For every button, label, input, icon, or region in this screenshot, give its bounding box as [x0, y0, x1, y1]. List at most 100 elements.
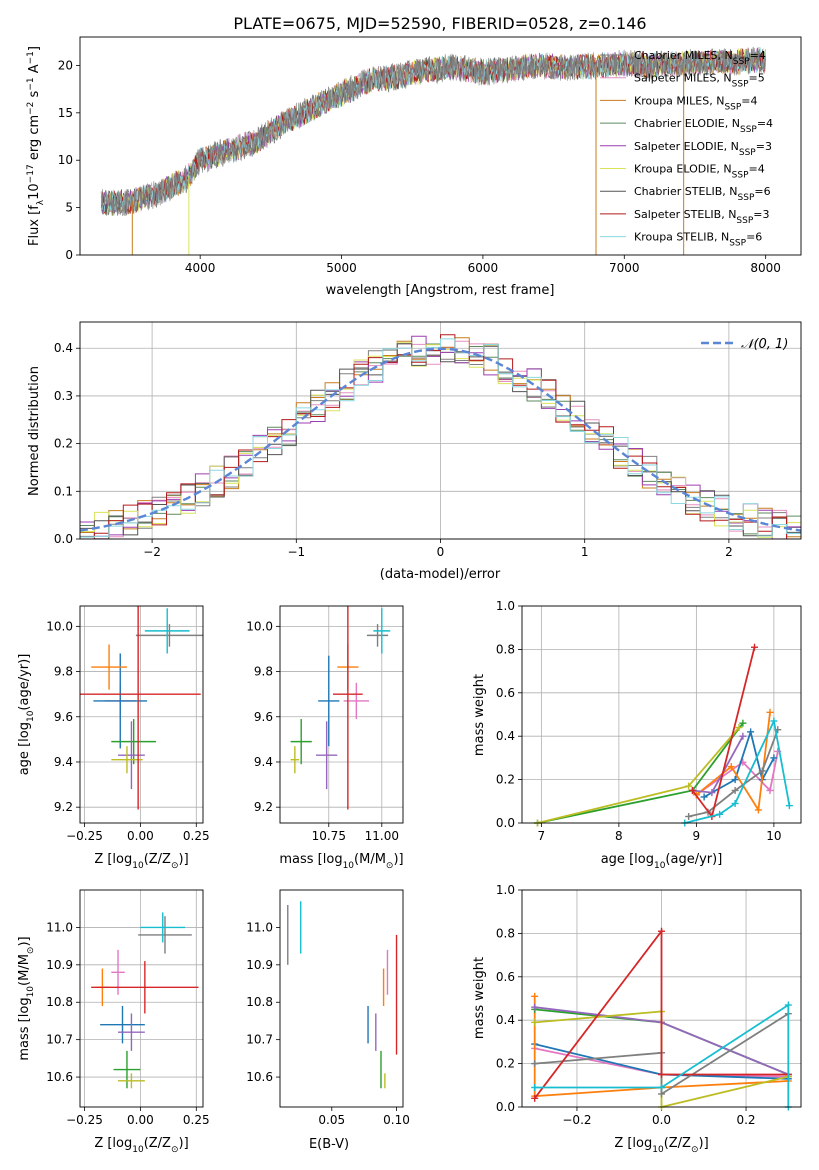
spectrum-xtick-label: 6000 — [468, 261, 499, 275]
wage-marker — [739, 719, 747, 727]
wz-ytick-label: 0.8 — [496, 926, 515, 940]
massebv-ytick-label: 11.0 — [246, 920, 273, 934]
wage-ytick-label: 0.0 — [496, 816, 515, 830]
wz-marker — [658, 927, 665, 935]
spectrum-title: PLATE=0675, MJD=52590, FIBERID=0528, z=0… — [233, 14, 646, 33]
wage-marker — [770, 754, 778, 762]
wage-series-5 — [537, 726, 740, 823]
agemass-ytick-label: 9.2 — [254, 800, 273, 814]
residuals-ytick-label: 0.0 — [54, 532, 73, 546]
wz-ytick-label: 0.2 — [496, 1057, 515, 1071]
residuals-ytick-label: 0.4 — [54, 341, 73, 355]
spectrum-ytick-label: 10 — [58, 153, 73, 167]
mass-vs-ebv-panel: E(B-V) 0.05 0.10 10.6 10.7 10.8 10.9 11.0 — [246, 889, 410, 1152]
wage-marker — [716, 810, 724, 818]
mass-vs-z-panel: −0.25 0.00 0.25 10.6 10.7 10.8 10.9 11.0 Z [log1… — [17, 889, 210, 1155]
agez-xlabel: Z [log10(Z/Z⊙)] — [94, 852, 188, 871]
massebv-xtick-label: 0.10 — [383, 1113, 410, 1127]
weight-vs-z-ylabel: mass weight — [472, 957, 487, 1039]
wage-xtick-label: 7 — [538, 829, 546, 843]
wz-marker — [658, 1083, 665, 1091]
agemass-ytick-label: 9.4 — [254, 755, 273, 769]
wage-marker — [751, 643, 758, 651]
wage-xtick-label: 10 — [766, 829, 781, 843]
wage-marker — [685, 812, 693, 820]
massebv-xtick-label: 0.05 — [318, 1113, 345, 1127]
spectrum-panel: PLATE=0675, MJD=52590, FIBERID=0528, z=0… — [26, 14, 802, 298]
wz-series-7 — [533, 928, 789, 1099]
agemass-xtick-label: 11.00 — [365, 829, 399, 843]
wage-marker — [689, 786, 696, 794]
spectrum-xlabel: wavelength [Angstrom, rest frame] — [326, 283, 555, 298]
wage-marker — [785, 802, 793, 810]
wage-xtick-label: 9 — [693, 829, 701, 843]
gaussian-curve — [80, 347, 801, 532]
agemass-xlabel: mass [log10(M/M⊙)] — [279, 852, 403, 871]
wz-xtick-label: 0.0 — [652, 1113, 671, 1127]
wage-marker — [735, 724, 743, 732]
wage-marker — [731, 786, 739, 794]
spectrum-ytick-label: 0 — [65, 248, 73, 262]
residuals-xtick-label: 0 — [437, 545, 445, 559]
spectrum-frame — [79, 36, 802, 256]
residuals-panel: (data-model)/error Normed distribution −… — [27, 321, 802, 582]
agez-ytick-label: 9.2 — [54, 800, 73, 814]
agez-xtick-label: 0.25 — [183, 829, 210, 843]
spectrum-ytick-label: 15 — [58, 106, 73, 120]
massz-ytick-label: 11.0 — [46, 920, 73, 934]
wage-marker — [770, 717, 778, 725]
spectrum-xtick-label: 4000 — [185, 261, 216, 275]
spectrum-xtick-label: 7000 — [609, 261, 640, 275]
wage-marker — [731, 776, 739, 784]
weight-vs-z-panel: mass weight −0.2 0.0 0.2 0.0 0.2 0.4 0.6 0.8 1.0… — [472, 883, 802, 1155]
residuals-xlabel: (data-model)/error — [380, 567, 501, 582]
wage-frame — [521, 605, 802, 824]
massz-xlabel: Z [log10(Z/Z⊙)] — [94, 1136, 188, 1155]
wz-frame — [521, 889, 802, 1108]
wz-marker — [531, 1060, 539, 1068]
wz-marker — [531, 1003, 539, 1011]
legend-entry: Kroupa STELIB, NSSP=6 — [634, 231, 762, 249]
residuals-xtick-label: −2 — [143, 545, 161, 559]
legend-entry: Kroupa MILES, NSSP=4 — [634, 94, 758, 112]
legend-entry: Salpeter MILES, NSSP=5 — [634, 72, 765, 90]
wage-marker — [754, 806, 762, 814]
massz-ytick-label: 10.9 — [46, 958, 73, 972]
legend-entry: Chabrier ELODIE, NSSP=4 — [634, 117, 773, 135]
legend-entry: Salpeter STELIB, NSSP=3 — [634, 208, 770, 226]
massz-xtick-label: 0.25 — [183, 1113, 210, 1127]
massebv-ytick-label: 10.8 — [246, 995, 273, 1009]
agez-xtick-label: −0.25 — [66, 829, 103, 843]
residuals-xtick-label: 2 — [725, 545, 733, 559]
wage-series-2 — [695, 712, 771, 813]
wz-marker — [531, 1083, 539, 1091]
wz-series-2 — [533, 996, 789, 1098]
wage-marker — [747, 728, 755, 736]
wz-marker — [658, 1070, 665, 1078]
legend-entry: Chabrier STELIB, NSSP=6 — [634, 185, 771, 203]
agez-frame — [79, 605, 204, 824]
wz-ytick-label: 0.0 — [496, 1100, 515, 1114]
agez-ytick-label: 10.0 — [46, 619, 73, 633]
mass-vs-ebv-xlabel: E(B-V) — [309, 1137, 349, 1152]
residuals-hist-6 — [80, 343, 801, 537]
wz-series-8 — [534, 1003, 790, 1107]
legend-entry: Kroupa ELODIE, NSSP=4 — [634, 163, 765, 181]
spectrum-ytick-label: 20 — [58, 58, 73, 72]
wage-ytick-label: 1.0 — [496, 599, 515, 613]
wz-ytick-label: 1.0 — [496, 883, 515, 897]
legend-entry: 𝒩(0, 1) — [741, 337, 788, 352]
wage-xtick-label: 8 — [615, 829, 623, 843]
residuals-ylabel: Normed distribution — [27, 366, 42, 496]
spectrum-xtick-label: 8000 — [750, 261, 781, 275]
weight-vs-age-ylabel: mass weight — [472, 674, 487, 756]
residuals-xtick-label: 1 — [581, 545, 589, 559]
wz-marker — [531, 992, 539, 1000]
agez-ytick-label: 9.6 — [54, 710, 73, 724]
residuals-ytick-label: 0.3 — [54, 389, 73, 403]
wage-marker — [766, 708, 774, 716]
residuals-hist-8 — [80, 338, 801, 538]
agez-ylabel: age [log10(age/yr)] — [17, 654, 36, 776]
wage-series-4 — [692, 735, 744, 794]
